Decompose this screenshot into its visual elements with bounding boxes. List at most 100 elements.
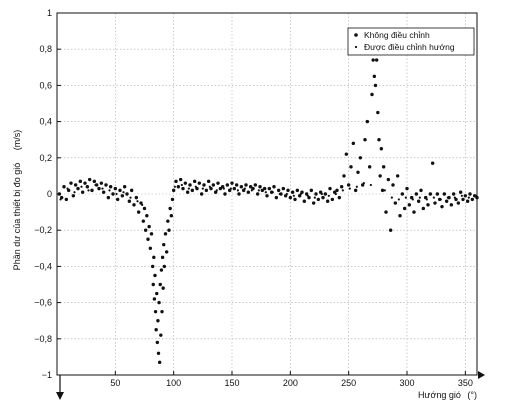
y-tick-label-2: −0,6 — [34, 298, 52, 308]
legend-label-series-1: Không điều chỉnh — [364, 30, 430, 40]
data-point-series-1-163 — [377, 138, 381, 142]
data-point-series-1-113 — [267, 186, 272, 191]
y-tick-label-6: 0,2 — [39, 153, 52, 163]
data-point-series-1-28 — [122, 185, 127, 189]
data-point-series-1-193 — [442, 192, 447, 196]
data-point-series-1-182 — [416, 199, 421, 203]
data-point-series-1-146 — [344, 152, 349, 156]
data-point-series-1-44 — [150, 264, 155, 269]
data-point-series-1-99 — [234, 183, 239, 187]
data-point-series-1-154 — [363, 138, 367, 142]
data-point-series-1-167 — [381, 165, 386, 169]
data-point-series-1-74 — [176, 185, 181, 189]
data-point-series-1-79 — [188, 183, 192, 187]
data-point-series-2-11 — [136, 200, 139, 203]
data-point-series-1-2 — [62, 185, 66, 189]
data-point-series-2-10 — [129, 196, 132, 199]
data-point-series-1-41 — [147, 224, 151, 229]
data-point-series-1-33 — [134, 195, 139, 200]
data-point-series-1-169 — [386, 177, 391, 182]
data-point-series-1-13 — [87, 177, 92, 182]
data-point-series-1-124 — [293, 197, 297, 202]
data-point-series-1-180 — [412, 210, 416, 214]
data-point-series-1-139 — [328, 186, 332, 191]
data-point-series-1-23 — [111, 192, 115, 196]
x-axis-unit: (°) — [467, 390, 477, 400]
data-point-series-1-177 — [405, 186, 409, 191]
data-point-series-2-24 — [250, 189, 253, 192]
data-point-series-1-160 — [373, 83, 378, 88]
data-point-series-1-142 — [335, 188, 339, 193]
data-point-series-1-166 — [380, 188, 385, 193]
data-point-series-2-30 — [292, 194, 295, 197]
data-point-series-2-2 — [73, 191, 76, 194]
data-point-series-1-91 — [216, 181, 220, 185]
x-axis-label-text: Hướng gió — [418, 390, 461, 400]
data-point-series-1-200 — [458, 190, 463, 194]
data-point-series-1-122 — [288, 195, 293, 200]
data-point-series-1-19 — [101, 190, 106, 194]
data-point-series-2-43 — [390, 196, 393, 199]
x-axis-label: Hướng gió (°) — [418, 390, 477, 400]
data-point-series-1-176 — [402, 206, 407, 211]
data-point-series-1-22 — [108, 185, 113, 189]
data-point-series-1-80 — [190, 188, 195, 193]
data-point-series-2-23 — [243, 187, 246, 190]
legend: Không điều chỉnh Được điều chỉnh hướng — [347, 27, 475, 56]
data-point-series-1-136 — [321, 195, 325, 200]
data-point-series-1-194 — [444, 199, 449, 203]
x-tick-label-0: 50 — [110, 378, 120, 388]
data-point-series-1-147 — [346, 183, 351, 187]
data-point-series-2-39 — [355, 185, 358, 188]
data-point-series-1-134 — [316, 197, 321, 202]
data-point-series-1-156 — [367, 165, 372, 169]
y-axis-label-text: Phần dư của thiết bị đo gió — [12, 163, 22, 271]
data-point-series-1-104 — [246, 190, 251, 194]
data-point-series-1-119 — [281, 186, 286, 191]
data-point-series-2-50 — [439, 198, 442, 201]
data-point-series-2-42 — [383, 189, 386, 192]
data-point-series-2-35 — [327, 194, 330, 197]
data-point-series-1-47 — [152, 297, 157, 301]
data-point-series-1-30 — [127, 199, 132, 203]
data-point-series-1-108 — [255, 192, 260, 196]
data-point-series-2-26 — [264, 191, 267, 194]
data-point-series-2-12 — [141, 203, 144, 206]
data-point-series-1-17 — [97, 186, 101, 191]
legend-label-series-2: Được điều chỉnh hướng — [364, 42, 455, 52]
data-point-series-2-33 — [313, 196, 316, 199]
data-point-series-1-89 — [211, 183, 216, 187]
data-point-series-1-48 — [153, 273, 157, 278]
data-point-series-1-138 — [325, 199, 330, 203]
data-point-series-1-67 — [166, 219, 170, 223]
data-point-series-2-32 — [306, 194, 309, 197]
data-point-series-1-204 — [468, 192, 472, 196]
data-point-series-1-43 — [149, 232, 154, 236]
data-point-series-2-49 — [432, 196, 435, 199]
x-tick-label-6: 350 — [458, 378, 473, 388]
data-point-series-1-26 — [118, 188, 122, 193]
data-point-series-1-184 — [421, 206, 426, 211]
data-point-series-1-87 — [206, 179, 211, 184]
data-point-series-1-144 — [339, 185, 344, 189]
legend-box — [347, 27, 475, 56]
x-tick-label-4: 250 — [341, 378, 356, 388]
data-point-series-1-78 — [185, 190, 190, 194]
data-point-series-1-12 — [85, 185, 90, 189]
data-point-series-1-9 — [78, 179, 83, 184]
data-point-series-1-149 — [351, 141, 356, 146]
data-point-series-1-15 — [92, 179, 97, 184]
data-point-series-1-172 — [393, 201, 398, 205]
x-axis-arrow-head — [478, 371, 485, 379]
data-point-series-1-189 — [433, 201, 437, 205]
data-point-series-2-25 — [257, 189, 260, 192]
data-point-series-1-85 — [202, 183, 206, 187]
data-point-series-1-71 — [170, 197, 175, 202]
data-point-series-1-132 — [311, 201, 316, 205]
data-point-series-1-39 — [145, 214, 149, 218]
data-point-series-1-11 — [83, 181, 87, 185]
data-point-series-2-54 — [467, 196, 470, 199]
data-point-series-1-61 — [160, 255, 165, 260]
